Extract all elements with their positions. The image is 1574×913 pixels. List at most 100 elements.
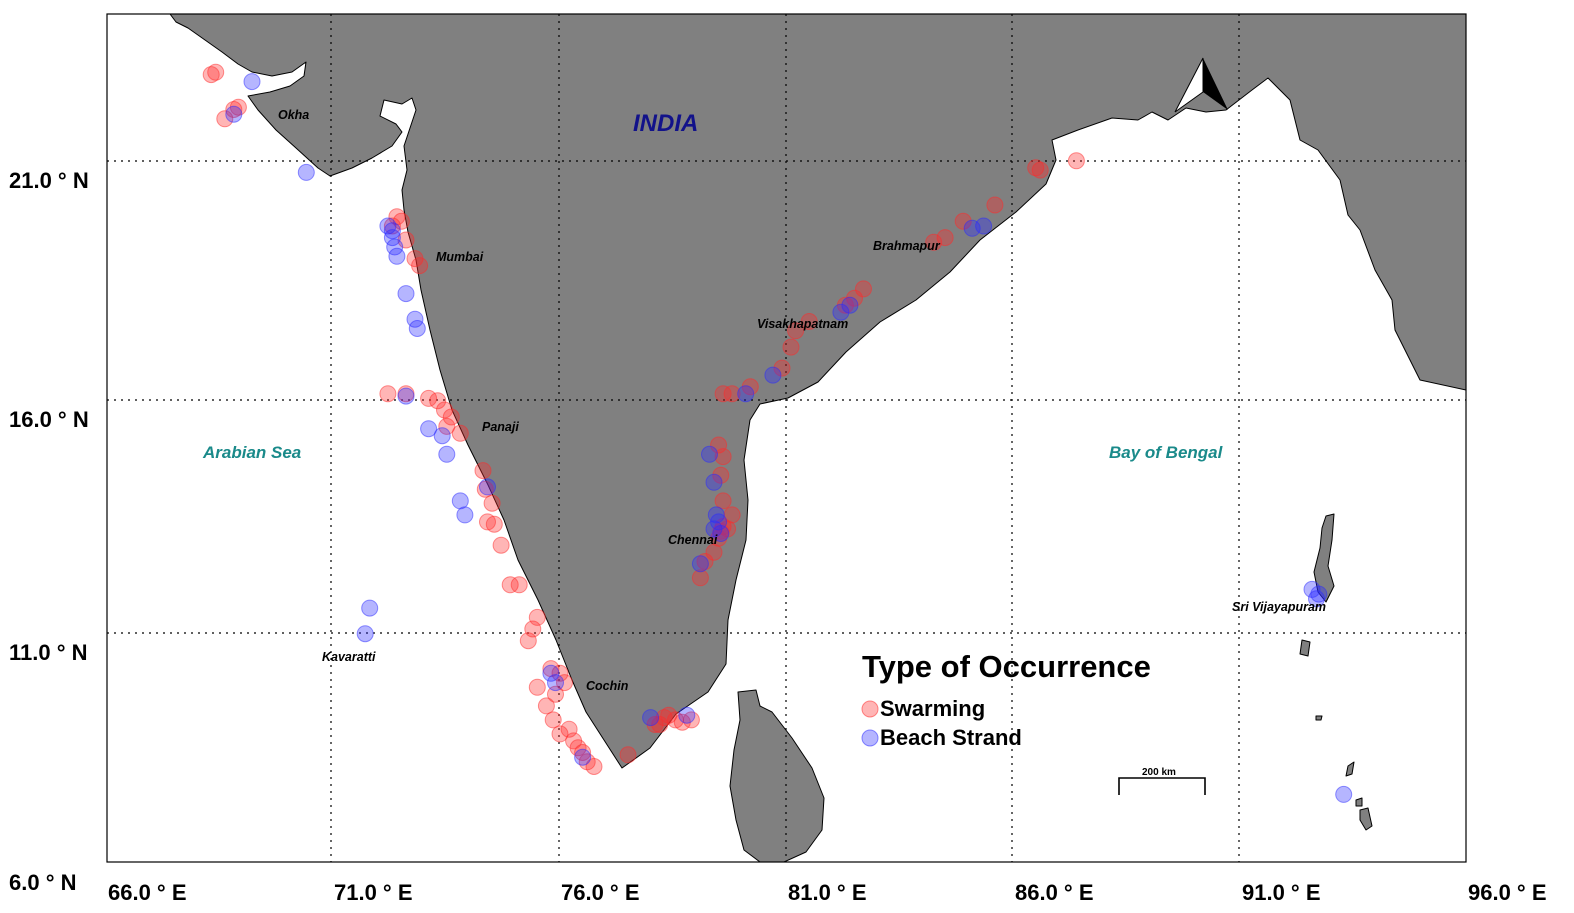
- beach-strand-point: [456, 506, 474, 524]
- swarming-point: [207, 63, 225, 81]
- lat-tick-label: 21.0 ° N: [9, 168, 89, 193]
- swarming-point: [474, 462, 492, 480]
- beach-strand-point: [737, 385, 755, 403]
- nicobar-island-2: [1355, 797, 1363, 807]
- swarming-point: [682, 711, 700, 729]
- swarming-point: [551, 725, 569, 743]
- swarming-point: [574, 744, 592, 761]
- place-cochin: Cochin: [586, 679, 629, 693]
- swarming-point: [691, 569, 709, 587]
- beach-strand-point: [642, 709, 660, 727]
- place-brahmapur: Brahmapur: [873, 239, 941, 253]
- swarming-point: [569, 739, 587, 757]
- beach-strand-point: [701, 445, 718, 463]
- swarming-point: [483, 494, 501, 512]
- country-label: INDIA: [633, 110, 698, 137]
- beach-strand-point: [1308, 590, 1325, 608]
- beach-strand-point: [832, 303, 850, 321]
- beach-strand-point: [764, 366, 782, 384]
- beach-strand-point: [1310, 585, 1328, 603]
- beach-strand-point: [975, 217, 993, 235]
- swarming-point: [510, 576, 528, 594]
- swarming-point: [537, 697, 555, 715]
- lon-tick-label: 91.0 ° E: [1242, 880, 1321, 905]
- arabian-sea-label: Arabian Sea: [202, 443, 301, 462]
- scale-bar-label: 200 km: [1142, 767, 1176, 778]
- beach-strand-point: [678, 706, 696, 724]
- legend-swarming-marker: [861, 700, 879, 718]
- place-kavaratti: Kavaratti: [322, 650, 376, 664]
- place-okha: Okha: [278, 108, 309, 122]
- beach-strand-point: [547, 674, 564, 692]
- swarming-point: [379, 385, 397, 403]
- beach-strand-point: [574, 748, 592, 766]
- lat-tick-label: 16.0 ° N: [9, 407, 89, 432]
- place-sri-vijayapuram: Sri Vijayapuram: [1232, 600, 1326, 614]
- swarming-point: [1067, 152, 1085, 170]
- swarming-point: [712, 466, 730, 484]
- legend-swarming-label: Swarming: [880, 696, 985, 721]
- beach-strand-point: [438, 445, 456, 463]
- graticule: [107, 14, 1466, 862]
- beach-strand-point: [420, 420, 438, 438]
- swarming-point: [479, 513, 496, 531]
- beach-strand-point: [388, 247, 406, 265]
- legend-beach-strand-label: Beach Strand: [880, 725, 1022, 750]
- swarming-point: [528, 608, 546, 626]
- swarming-point: [954, 212, 972, 230]
- beach-strand-point: [397, 285, 415, 303]
- lon-tick-label: 66.0 ° E: [108, 880, 187, 905]
- swarming-point: [388, 208, 406, 226]
- landmass: [169, 14, 1466, 862]
- swarming-point: [411, 257, 429, 275]
- lon-tick-label: 96.0 ° E: [1468, 880, 1547, 905]
- lat-tick-label: 11.0 ° N: [9, 640, 88, 665]
- swarming-point: [782, 338, 800, 356]
- swarming-point: [619, 746, 637, 764]
- place-panaji: Panaji: [482, 420, 519, 434]
- swarming-point: [651, 716, 669, 733]
- lon-tick-label: 81.0 ° E: [788, 880, 867, 905]
- swarming-point: [442, 408, 460, 426]
- great-nicobar: [1359, 807, 1373, 831]
- swarming-point: [501, 576, 519, 594]
- lat-tick-label: 6.0 ° N: [9, 870, 77, 895]
- swarming-point: [714, 385, 732, 403]
- swarming-point: [551, 664, 569, 682]
- beach-strand-point: [1335, 785, 1353, 803]
- swarming-point: [925, 233, 943, 251]
- swarming-point: [216, 110, 234, 128]
- car-nicobar: [1315, 715, 1323, 721]
- beach-strand-point: [691, 555, 709, 573]
- beach-strand-point: [297, 163, 315, 181]
- swarming-point: [492, 536, 510, 554]
- swarming-point: [710, 436, 728, 454]
- place-mumbai: Mumbai: [436, 250, 484, 264]
- north-arrow-icon: [1174, 57, 1228, 113]
- legend-title: Type of Occurrence: [862, 649, 1151, 684]
- beach-strand-point: [705, 473, 723, 491]
- legend-beach-strand-marker: [861, 729, 879, 747]
- swarming-point: [476, 480, 494, 498]
- beach-strand-point: [542, 664, 560, 682]
- swarming-point: [202, 66, 220, 84]
- sri-lanka: [729, 689, 825, 862]
- lon-tick-label: 76.0 ° E: [561, 880, 640, 905]
- swarming-point: [451, 424, 469, 442]
- place-visakhapatnam: Visakhapatnam: [757, 317, 848, 331]
- swarming-point: [544, 711, 562, 729]
- beach-strand-point: [225, 105, 243, 123]
- swarming-point: [787, 322, 805, 340]
- legend: Type of Occurrence Swarming Beach Strand: [861, 649, 1151, 750]
- beach-strand-point: [433, 427, 451, 445]
- little-andaman: [1299, 639, 1311, 657]
- latitude-tick-labels: 21.0 ° N 16.0 ° N 11.0 ° N 6.0 ° N: [9, 168, 89, 895]
- swarming-point: [855, 280, 872, 298]
- lon-tick-label: 86.0 ° E: [1015, 880, 1094, 905]
- beach-strand-point: [243, 73, 261, 91]
- beach-strand-point: [361, 599, 379, 617]
- swarming-point: [773, 359, 791, 377]
- andaman-islands: [1313, 513, 1335, 603]
- swarming-point: [485, 515, 503, 533]
